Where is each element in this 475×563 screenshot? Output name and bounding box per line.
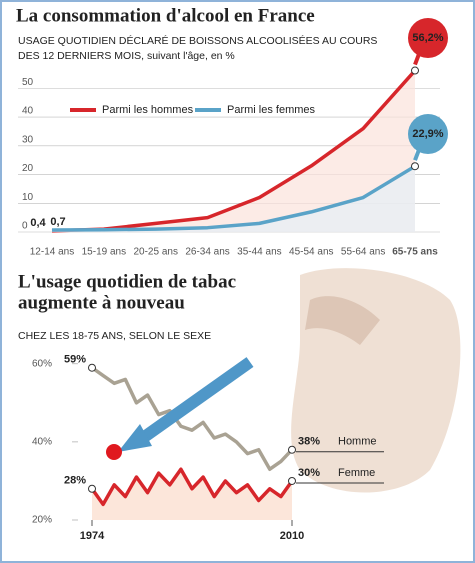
value-label: 22,9% — [412, 128, 443, 140]
x-tick-label: 2010 — [280, 530, 304, 542]
arrow-shaft — [136, 357, 254, 445]
value-label: 28% — [64, 475, 86, 487]
y-tick-label: 30 — [22, 134, 34, 145]
y-tick-label: 20 — [22, 163, 34, 174]
series-line — [90, 366, 294, 471]
y-tick-label: 0 — [22, 221, 28, 232]
series-area — [92, 469, 292, 520]
legend-label: Femme — [338, 467, 375, 479]
value-label: 30% — [298, 467, 320, 479]
x-tick-label: 15-19 ans — [82, 247, 126, 258]
value-label: 0,7 — [50, 216, 65, 228]
value-label: 0,4 — [30, 217, 46, 229]
data-point — [288, 476, 296, 485]
data-point — [88, 484, 96, 493]
chart-subtitle: USAGE QUOTIDIEN DÉCLARÉ DE BOISSONS ALCO… — [18, 34, 377, 47]
arrow-head — [118, 424, 152, 452]
x-tick-label: 55-64 ans — [341, 247, 385, 258]
chart-subtitle: DES 12 DERNIERS MOIS, suivant l'âge, en … — [18, 50, 235, 62]
series-line — [90, 467, 294, 507]
label-bubble — [408, 114, 448, 154]
legend-label: Homme — [338, 436, 377, 448]
y-tick-label: 50 — [22, 77, 34, 88]
y-tick-label: 40% — [32, 437, 52, 448]
finger — [305, 296, 380, 345]
data-point — [411, 66, 419, 75]
data-point — [411, 162, 419, 171]
value-label: 59% — [64, 354, 86, 366]
y-tick-label: 60% — [32, 358, 52, 369]
y-tick-label: 10 — [22, 192, 34, 203]
data-point — [288, 445, 296, 454]
x-tick-label: 65-75 ans — [392, 247, 438, 258]
chart-title: La consommation d'alcool en France — [16, 5, 315, 26]
series-area — [52, 166, 415, 232]
series-line — [51, 164, 416, 232]
series-area — [52, 70, 415, 232]
x-tick-label: 35-44 ans — [237, 247, 281, 258]
label-bubble — [408, 18, 448, 58]
x-tick-label: 26-34 ans — [185, 247, 229, 258]
x-tick-label: 1974 — [80, 530, 105, 542]
chart-title: L'usage quotidien de tabac — [18, 271, 236, 292]
chart-title: augmente à nouveau — [18, 292, 185, 313]
x-tick-label: 12-14 ans — [30, 247, 74, 258]
y-tick-label: 20% — [32, 515, 52, 526]
arrow-dot — [106, 444, 122, 460]
value-label: 56,2% — [412, 32, 443, 44]
data-point — [88, 363, 96, 372]
x-tick-label: 20-25 ans — [133, 247, 177, 258]
x-tick-label: 45-54 ans — [289, 247, 333, 258]
legend-label: Parmi les femmes — [227, 104, 316, 116]
value-label: 38% — [298, 436, 320, 448]
chart-subtitle: CHEZ LES 18-75 ANS, SELON LE SEXE — [18, 330, 211, 342]
legend-label: Parmi les hommes — [102, 104, 194, 116]
y-tick-label: 40 — [22, 106, 34, 117]
